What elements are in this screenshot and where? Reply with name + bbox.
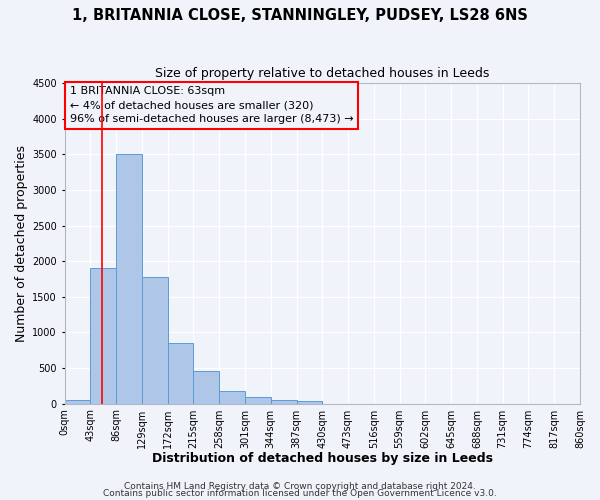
X-axis label: Distribution of detached houses by size in Leeds: Distribution of detached houses by size … [152,452,493,465]
Bar [91,268,116,404]
Bar [296,402,322,404]
Bar [271,400,296,404]
Bar [167,343,193,404]
Text: 1, BRITANNIA CLOSE, STANNINGLEY, PUDSEY, LS28 6NS: 1, BRITANNIA CLOSE, STANNINGLEY, PUDSEY,… [72,8,528,22]
Bar [65,400,91,404]
Text: 1 BRITANNIA CLOSE: 63sqm
← 4% of detached houses are smaller (320)
96% of semi-d: 1 BRITANNIA CLOSE: 63sqm ← 4% of detache… [70,86,353,124]
Text: Contains HM Land Registry data © Crown copyright and database right 2024.: Contains HM Land Registry data © Crown c… [124,482,476,491]
Bar [245,397,271,404]
Y-axis label: Number of detached properties: Number of detached properties [15,145,28,342]
Text: Contains public sector information licensed under the Open Government Licence v3: Contains public sector information licen… [103,489,497,498]
Bar [116,154,142,404]
Title: Size of property relative to detached houses in Leeds: Size of property relative to detached ho… [155,68,490,80]
Bar [142,277,167,404]
Bar [219,391,245,404]
Bar [193,371,219,404]
